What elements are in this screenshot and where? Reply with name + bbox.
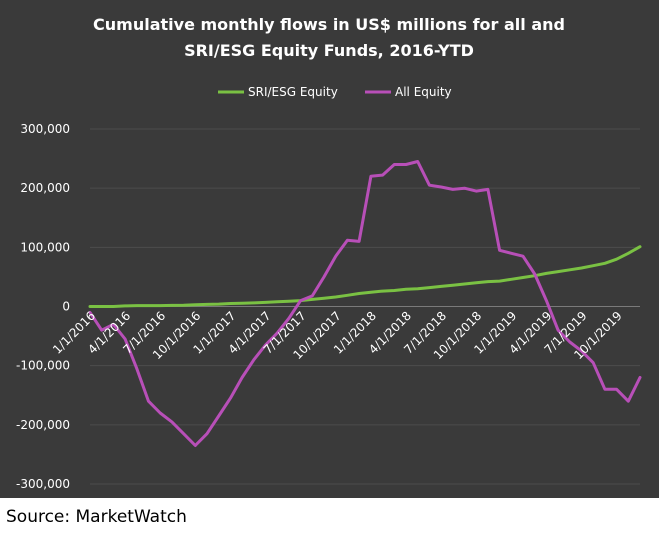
y-tick-label: 300,000	[20, 122, 70, 136]
series-line	[88, 160, 642, 447]
source-caption: Source: MarketWatch	[6, 507, 187, 527]
chart-title-line-1: Cumulative monthly flows in US$ millions…	[93, 15, 565, 34]
line-chart: Cumulative monthly flows in US$ millions…	[16, 15, 642, 491]
chart-title: Cumulative monthly flows in US$ millions…	[93, 15, 565, 60]
chart-area: Cumulative monthly flows in US$ millions…	[0, 0, 659, 498]
chart-title-line-2: SRI/ESG Equity Funds, 2016-YTD	[184, 41, 474, 60]
y-tick-label: 0	[62, 300, 70, 314]
y-tick-label: 100,000	[20, 240, 70, 254]
legend-label-sri-esg: SRI/ESG Equity	[248, 85, 338, 99]
y-tick-label: -100,000	[16, 359, 70, 373]
y-tick-label: 200,000	[20, 181, 70, 195]
legend-label-all-equity: All Equity	[395, 85, 452, 99]
series-line	[88, 245, 642, 308]
y-tick-label: -300,000	[16, 477, 70, 491]
y-axis-tick-labels: -300,000 -200,000 -100,000 0 100,000 200,000 3…	[16, 122, 70, 491]
y-tick-label: -200,000	[16, 418, 70, 432]
x-axis-tick-labels: 1/1/20164/1/20167/1/201610/1/20161/1/201…	[50, 309, 625, 362]
series-lines	[88, 160, 642, 447]
legend: SRI/ESG Equity All Equity	[218, 85, 452, 99]
